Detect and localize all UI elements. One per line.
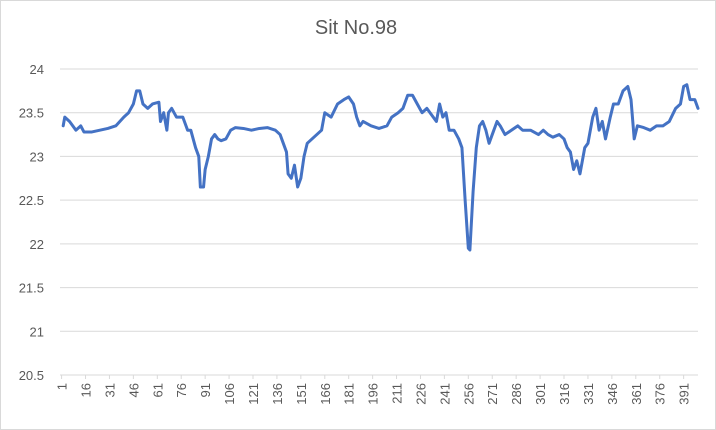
x-tick-label: 256 xyxy=(461,383,476,405)
x-tick-label: 106 xyxy=(222,383,237,405)
x-tick-label: 331 xyxy=(581,383,596,405)
x-tick-label: 376 xyxy=(653,383,668,405)
x-tick-label: 181 xyxy=(342,383,357,405)
x-tick-label: 391 xyxy=(677,383,692,405)
y-tick-label: 22.5 xyxy=(19,193,44,208)
x-tick-label: 46 xyxy=(126,383,141,397)
x-tick-label: 226 xyxy=(413,383,428,405)
y-tick-label: 24 xyxy=(30,62,44,77)
x-tick-label: 1 xyxy=(55,383,70,390)
x-tick-label: 61 xyxy=(150,383,165,397)
x-tick-label: 211 xyxy=(390,383,405,404)
x-tick-label: 196 xyxy=(366,383,381,405)
x-tick-label: 361 xyxy=(629,383,644,405)
x-tick-label: 301 xyxy=(533,383,548,405)
x-tick-label: 316 xyxy=(557,383,572,405)
x-tick-label: 76 xyxy=(174,383,189,397)
x-tick-label: 151 xyxy=(294,383,309,405)
x-tick-label: 16 xyxy=(79,383,94,397)
y-tick-label: 23 xyxy=(30,149,44,164)
y-tick-label: 22 xyxy=(30,237,44,252)
y-tick-label: 21.5 xyxy=(19,281,44,296)
x-tick-label: 136 xyxy=(270,383,285,405)
y-tick-label: 20.5 xyxy=(19,368,44,383)
x-tick-label: 166 xyxy=(318,383,333,405)
chart-title: Sit No.98 xyxy=(315,17,397,39)
x-tick-label: 241 xyxy=(437,383,452,405)
x-tick-label: 271 xyxy=(485,383,500,405)
data-line xyxy=(61,83,700,252)
x-tick-label: 31 xyxy=(102,383,117,397)
x-tick-label: 91 xyxy=(198,383,213,397)
y-tick-label: 21 xyxy=(30,324,44,339)
y-tick-label: 23.5 xyxy=(19,106,44,121)
x-tick-label: 346 xyxy=(605,383,620,405)
x-tick-label: 121 xyxy=(246,383,261,405)
x-tick-label: 286 xyxy=(509,383,524,405)
